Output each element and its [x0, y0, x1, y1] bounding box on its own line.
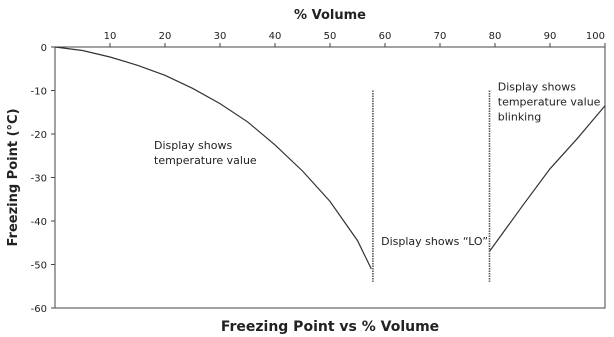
x-tick-label: 40 [269, 31, 282, 42]
annotation-2: Display shows “LO” [381, 235, 488, 248]
x-tick-label: 60 [379, 31, 392, 42]
axis-ticks: 10 20 30 40 50 60 70 80 90 100 0 -10 -20 -30 -40 -50 -60 [31, 31, 606, 315]
annotation-3: Display shows temperature value blinking [498, 81, 601, 124]
x-tick-label: 20 [159, 31, 172, 42]
x-tick-label: 90 [544, 31, 557, 42]
x-tick-label: 70 [434, 31, 447, 42]
x-tick-label: 10 [104, 31, 117, 42]
y-tick-label: -60 [31, 304, 47, 315]
y-tick-label: -30 [31, 174, 47, 185]
annotation-line: temperature value [498, 96, 601, 109]
annotation-line: temperature value [154, 154, 257, 167]
data-marks [54, 46, 606, 282]
y-tick-label: 0 [41, 43, 47, 54]
annotation-line: Display shows [154, 139, 232, 152]
annotation-1: Display shows temperature value [154, 139, 257, 167]
x-tick-label: 50 [324, 31, 337, 42]
x-axis-title: % Volume [294, 8, 366, 23]
annotation-line: Display shows “LO” [381, 235, 488, 248]
y-tick-label: -10 [31, 87, 47, 98]
x-tick-label: 100 [586, 31, 605, 42]
annotation-line: blinking [498, 111, 541, 124]
series-line-2 [489, 105, 606, 252]
chart-caption: Freezing Point vs % Volume [221, 319, 439, 335]
annotation-line: Display shows [498, 81, 576, 94]
y-tick-label: -20 [31, 130, 47, 141]
x-tick-label: 80 [489, 31, 502, 42]
y-tick-label: -50 [31, 261, 47, 272]
y-tick-label: -40 [31, 217, 47, 228]
x-tick-label: 30 [214, 31, 227, 42]
series-line-1 [54, 46, 372, 270]
y-axis-title: Freezing Point (°C) [6, 108, 21, 246]
